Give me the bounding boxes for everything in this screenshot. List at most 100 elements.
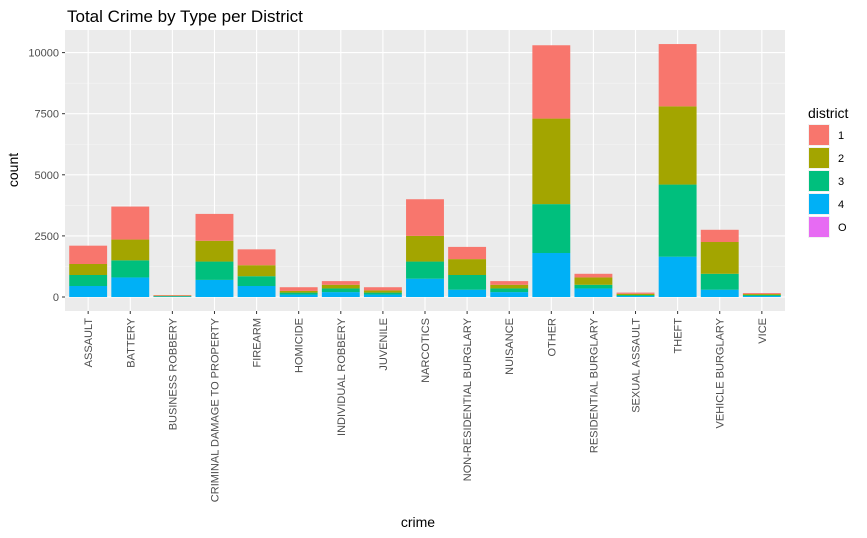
legend-swatch bbox=[809, 125, 829, 145]
bar-segment bbox=[700, 273, 739, 290]
legend: district 1 2 3 4 O bbox=[808, 105, 849, 238]
x-tick-label: FIREARM bbox=[252, 318, 264, 368]
y-tick-label: 5000 bbox=[35, 170, 59, 182]
bar-segment bbox=[616, 296, 655, 297]
x-tick-label: RESIDENTIAL BURGLARY bbox=[588, 317, 600, 453]
bar-segment bbox=[279, 292, 318, 295]
bar-segment bbox=[448, 259, 487, 276]
bar-segment bbox=[490, 292, 529, 297]
y-axis: 0 2500 5000 7500 10000 bbox=[28, 48, 65, 304]
bar-segment bbox=[574, 284, 613, 289]
bar-segment bbox=[574, 277, 613, 285]
bar-segment bbox=[658, 184, 697, 257]
legend-title: district bbox=[808, 105, 849, 121]
x-tick-label: ASSAULT bbox=[83, 318, 95, 368]
bar-segment bbox=[237, 249, 276, 266]
x-tick-label: NARCOTICS bbox=[420, 318, 432, 383]
x-tick-label: BUSINESS ROBBERY bbox=[167, 317, 179, 430]
legend-swatch bbox=[809, 194, 829, 214]
bar-segment bbox=[279, 287, 318, 291]
y-tick-label: 0 bbox=[53, 292, 59, 304]
legend-label: 4 bbox=[838, 199, 844, 211]
bar-segment bbox=[532, 204, 571, 254]
bars bbox=[69, 44, 781, 298]
bar-segment bbox=[700, 289, 739, 297]
bar-segment bbox=[69, 286, 108, 297]
bar-segment bbox=[574, 273, 613, 278]
bar-segment bbox=[406, 199, 444, 236]
x-tick-label: CRIMINAL DAMAGE TO PROPERTY bbox=[209, 317, 221, 502]
x-tick-label: BATTERY bbox=[125, 317, 137, 367]
bar-segment bbox=[448, 289, 487, 297]
bar-segment bbox=[111, 260, 150, 278]
x-tick-label: HOMICIDE bbox=[294, 318, 306, 373]
x-axis: ASSAULT BATTERY BUSINESS ROBBERY CRIMINAL D… bbox=[83, 311, 769, 502]
bar-segment bbox=[363, 287, 402, 291]
y-tick-label: 2500 bbox=[35, 231, 59, 243]
legend-label: 2 bbox=[838, 153, 844, 165]
bar-segment bbox=[153, 296, 192, 298]
bar-segment bbox=[363, 292, 402, 295]
bar-segment bbox=[742, 296, 781, 297]
legend-swatch bbox=[809, 217, 829, 237]
bar-segment bbox=[279, 294, 318, 297]
bar-segment bbox=[406, 235, 444, 262]
bar-segment bbox=[321, 288, 360, 293]
bar-segment bbox=[658, 44, 697, 107]
y-tick-label: 10000 bbox=[28, 48, 59, 60]
x-tick-label: THEFT bbox=[673, 318, 685, 354]
bar-segment bbox=[321, 284, 360, 289]
bar-segment bbox=[616, 295, 655, 297]
bar-segment bbox=[195, 279, 234, 297]
bar-segment bbox=[574, 288, 613, 297]
bar-segment bbox=[532, 118, 571, 205]
x-tick-label: JUVENILE bbox=[378, 318, 390, 371]
x-tick-label: NON-RESIDENTIAL BURGLARY bbox=[462, 317, 474, 481]
bar-segment bbox=[532, 253, 571, 297]
bar-segment bbox=[490, 284, 529, 289]
bar-segment bbox=[700, 242, 739, 274]
legend-label: 3 bbox=[838, 176, 844, 188]
bar-segment bbox=[448, 275, 487, 290]
bar-segment bbox=[153, 296, 192, 297]
bar-segment bbox=[700, 229, 739, 243]
bar-segment bbox=[490, 288, 529, 293]
bar-segment bbox=[195, 261, 234, 280]
bar-segment bbox=[742, 293, 781, 295]
bar-segment bbox=[111, 239, 150, 261]
bar-segment bbox=[153, 295, 192, 297]
x-tick-label: OTHER bbox=[546, 318, 558, 357]
bar-segment bbox=[237, 265, 276, 277]
bar-segment bbox=[111, 277, 150, 297]
bar-segment bbox=[69, 245, 108, 265]
bar-segment bbox=[153, 295, 192, 296]
bar-segment bbox=[321, 281, 360, 285]
bar-segment bbox=[363, 294, 402, 297]
bar-segment bbox=[321, 292, 360, 297]
bar-segment bbox=[363, 290, 402, 293]
y-tick-label: 7500 bbox=[35, 109, 59, 121]
x-tick-label: NUISANCE bbox=[504, 318, 516, 375]
x-tick-label: VEHICLE BURGLARY bbox=[715, 317, 727, 428]
bar-segment bbox=[658, 256, 697, 297]
bar-segment bbox=[279, 290, 318, 293]
bar-segment bbox=[406, 261, 444, 279]
bar-segment bbox=[195, 240, 234, 262]
bar-segment bbox=[237, 286, 276, 297]
bar-segment bbox=[237, 276, 276, 287]
bar-segment bbox=[69, 264, 108, 276]
bar-segment bbox=[406, 278, 444, 297]
bar-segment bbox=[448, 246, 487, 260]
y-axis-title: count bbox=[5, 153, 21, 187]
bar-segment bbox=[616, 293, 655, 296]
legend-label: O bbox=[838, 222, 847, 234]
bar-segment bbox=[111, 206, 150, 240]
bar-segment bbox=[616, 292, 655, 294]
x-tick-label: INDIVIDUAL ROBBERY bbox=[336, 317, 348, 436]
x-axis-title: crime bbox=[401, 514, 435, 530]
bar-segment bbox=[69, 275, 108, 287]
bar-segment bbox=[490, 281, 529, 285]
chart-title: Total Crime by Type per District bbox=[67, 7, 303, 26]
bar-segment bbox=[658, 106, 697, 185]
